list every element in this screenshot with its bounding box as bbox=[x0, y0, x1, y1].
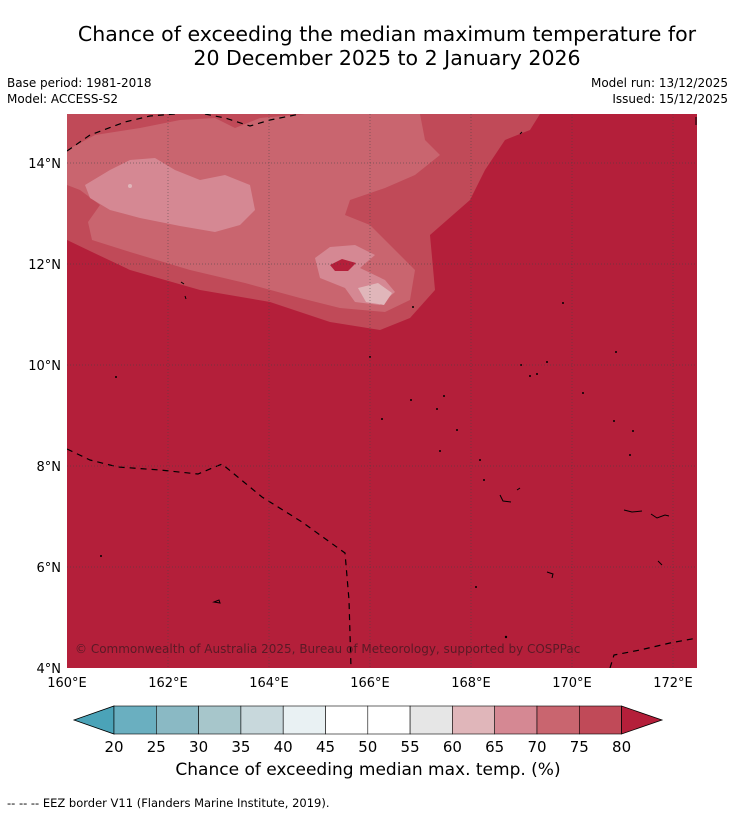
forecast-map: © Commonwealth of Australia 2025, Bureau… bbox=[28, 114, 697, 691]
lat-tick-label: 14°N bbox=[28, 157, 61, 172]
meta-left: Base period: 1981-2018 Model: ACCESS-S2 bbox=[7, 75, 152, 107]
lon-tick-label: 168°E bbox=[451, 676, 491, 691]
colorbar-segment bbox=[198, 705, 242, 735]
colorbar-label: 75 bbox=[570, 738, 589, 756]
colorbar-extend-high bbox=[621, 705, 664, 735]
region-65-70 bbox=[85, 158, 255, 232]
colorbar-segment bbox=[156, 705, 199, 735]
model-run: Model run: 13/12/2025 bbox=[590, 76, 728, 90]
colorbar-segment bbox=[452, 705, 495, 735]
colorbar-label: 20 bbox=[104, 738, 123, 756]
colorbar-segment bbox=[282, 705, 326, 735]
lat-tick-label: 10°N bbox=[28, 359, 61, 374]
colorbar-segments bbox=[72, 705, 664, 735]
title-line-2: 20 December 2025 to 2 January 2026 bbox=[193, 46, 581, 70]
title-line-1: Chance of exceeding the median maximum t… bbox=[77, 22, 697, 46]
issued-date: Issued: 15/12/2025 bbox=[612, 92, 728, 106]
colorbar-segment bbox=[113, 705, 157, 735]
colorbar-label: 40 bbox=[274, 738, 293, 756]
colorbar-label: 35 bbox=[231, 738, 250, 756]
island-outlines bbox=[180, 117, 697, 604]
colorbar-segment bbox=[409, 705, 453, 735]
colorbar-label: 50 bbox=[358, 738, 377, 756]
colorbar-label: 80 bbox=[612, 738, 631, 756]
colorbar-segment bbox=[325, 705, 369, 735]
longitude-axis: 160°E 162°E 164°E 166°E 168°E 170°E 172°… bbox=[47, 676, 693, 691]
lon-tick-label: 172°E bbox=[653, 676, 693, 691]
colorbar-label: 25 bbox=[147, 738, 166, 756]
base-period: Base period: 1981-2018 bbox=[7, 76, 152, 90]
colorbar-labels: 20 25 30 35 40 45 50 55 60 65 70 75 80 bbox=[104, 738, 631, 756]
colorbar-segment bbox=[367, 705, 411, 735]
lon-tick-label: 170°E bbox=[552, 676, 592, 691]
lon-tick-label: 164°E bbox=[249, 676, 289, 691]
region-60-65 bbox=[358, 283, 392, 305]
colorbar-label: 65 bbox=[485, 738, 504, 756]
colorbar-segment bbox=[536, 705, 580, 735]
lat-tick-label: 4°N bbox=[37, 662, 62, 677]
copyright-note: © Commonwealth of Australia 2025, Bureau… bbox=[75, 642, 580, 656]
colorbar-segment bbox=[494, 705, 538, 735]
colorbar-extend-low bbox=[72, 705, 115, 735]
model-name: Model: ACCESS-S2 bbox=[7, 92, 119, 106]
colorbar-label: 60 bbox=[443, 738, 462, 756]
chart-title: Chance of exceeding the median maximum t… bbox=[0, 22, 736, 70]
colorbar: 20 25 30 35 40 45 50 55 60 65 70 75 80 bbox=[72, 705, 664, 756]
lon-tick-label: 166°E bbox=[350, 676, 390, 691]
latitude-axis: 14°N 12°N 10°N 8°N 6°N 4°N bbox=[28, 157, 61, 677]
colorbar-label: 55 bbox=[401, 738, 420, 756]
lat-tick-label: 6°N bbox=[37, 561, 62, 576]
colorbar-label: 70 bbox=[527, 738, 546, 756]
lon-tick-label: 160°E bbox=[47, 676, 87, 691]
eez-legend-note: -- -- -- EEZ border V11 (Flanders Marine… bbox=[7, 796, 330, 810]
colorbar-segment bbox=[240, 705, 284, 735]
lat-tick-label: 8°N bbox=[37, 460, 62, 475]
eez-border bbox=[67, 114, 697, 668]
lon-tick-label: 162°E bbox=[148, 676, 188, 691]
colorbar-title: Chance of exceeding median max. temp. (%… bbox=[175, 760, 561, 780]
meta-right: Model run: 13/12/2025 Issued: 15/12/2025 bbox=[591, 75, 728, 107]
lat-tick-label: 12°N bbox=[28, 258, 61, 273]
colorbar-segment bbox=[578, 705, 622, 735]
grid-lines bbox=[67, 114, 697, 668]
region-60-65 bbox=[128, 184, 132, 188]
region-above-80 bbox=[330, 259, 356, 271]
probability-field bbox=[67, 114, 697, 668]
colorbar-label: 45 bbox=[316, 738, 335, 756]
colorbar-label: 30 bbox=[189, 738, 208, 756]
